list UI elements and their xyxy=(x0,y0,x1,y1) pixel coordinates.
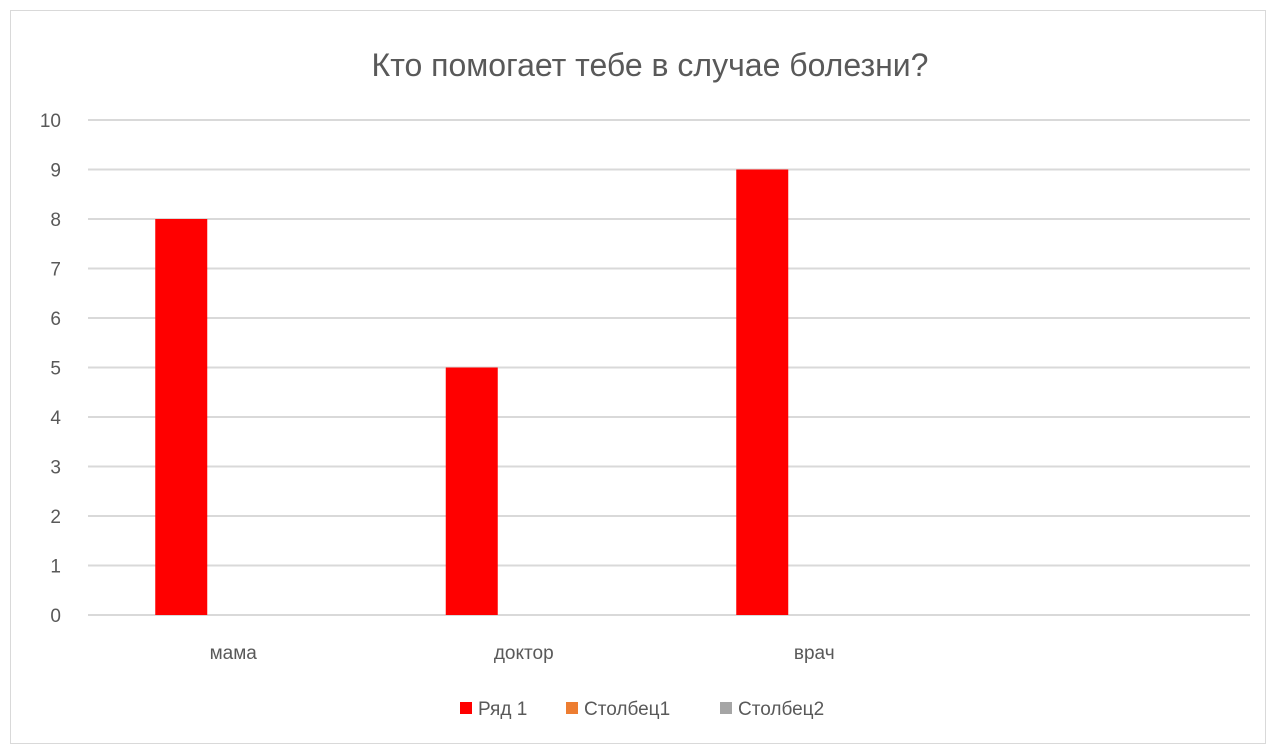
bar-мама xyxy=(155,219,208,615)
legend-label: Столбец1 xyxy=(584,699,670,720)
legend-swatch xyxy=(566,702,578,714)
y-axis-ticks: 0 1 2 3 4 5 6 7 8 9 10 xyxy=(40,111,62,627)
legend: Ряд 1 Столбец1 Столбец2 xyxy=(460,699,824,720)
y-tick-label: 1 xyxy=(50,557,61,578)
x-category-label: врач xyxy=(794,643,835,664)
y-tick-label: 7 xyxy=(50,260,61,281)
y-tick-label: 4 xyxy=(50,408,61,429)
y-tick-label: 2 xyxy=(50,507,61,528)
legend-swatch xyxy=(460,702,472,714)
y-tick-label: 9 xyxy=(50,161,61,182)
x-axis-labels: мама доктор врач xyxy=(210,643,835,664)
gridlines xyxy=(88,119,1250,616)
chart-frame xyxy=(10,10,1266,744)
legend-label: Столбец2 xyxy=(738,699,824,720)
y-tick-label: 10 xyxy=(40,111,61,132)
y-tick-label: 5 xyxy=(50,359,61,380)
bar-доктор xyxy=(445,367,498,615)
x-category-label: доктор xyxy=(494,643,554,664)
y-tick-label: 3 xyxy=(50,458,61,479)
bar-врач xyxy=(736,169,789,615)
y-tick-label: 6 xyxy=(50,309,61,330)
chart-title: Кто помогает тебе в случае болезни? xyxy=(372,47,929,83)
y-tick-label: 0 xyxy=(50,606,61,627)
x-category-label: мама xyxy=(210,643,258,664)
y-tick-label: 8 xyxy=(50,210,61,231)
legend-label: Ряд 1 xyxy=(478,699,527,720)
legend-swatch xyxy=(720,702,732,714)
bars xyxy=(155,169,789,615)
